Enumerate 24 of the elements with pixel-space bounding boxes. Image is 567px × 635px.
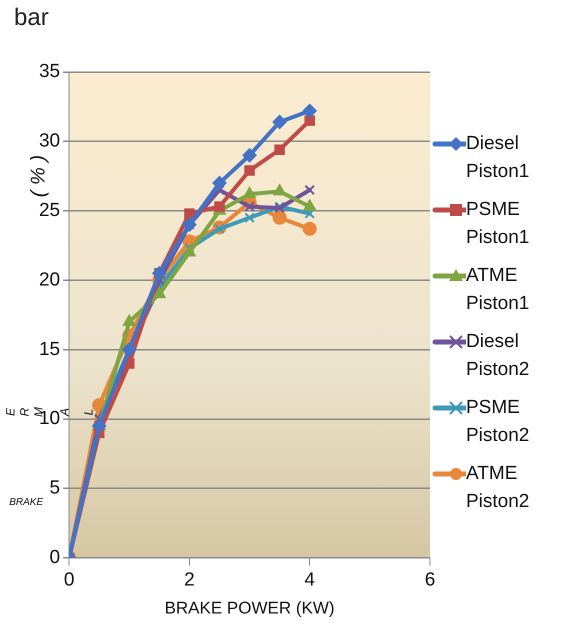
y-tick-label: 0 bbox=[50, 547, 60, 568]
y-tick-label: 35 bbox=[38, 61, 60, 82]
x-tick-label: 6 bbox=[424, 569, 436, 590]
legend-label: PSME Piston2 bbox=[466, 396, 530, 448]
legend-label: ATME Piston1 bbox=[466, 264, 530, 316]
x-axis-title: BRAKE POWER (KW) bbox=[164, 598, 335, 618]
legend-label: Diesel Piston1 bbox=[466, 132, 530, 184]
text: R bbox=[17, 407, 32, 416]
y-tick-label: 5 bbox=[50, 478, 60, 499]
y-tick-label: 25 bbox=[38, 200, 60, 222]
chart-title: bar bbox=[14, 4, 49, 32]
y-tick-label: 20 bbox=[38, 269, 60, 290]
y-tick-label: 30 bbox=[38, 130, 60, 152]
legend-label: PSME Piston1 bbox=[466, 198, 530, 250]
text: E bbox=[3, 407, 18, 416]
annotation: L bbox=[81, 408, 96, 416]
text: ( % ) bbox=[28, 154, 50, 198]
y-tick-label: 15 bbox=[38, 338, 60, 360]
x-tick-label: 2 bbox=[184, 569, 195, 590]
legend-label: Diesel Piston2 bbox=[466, 330, 530, 382]
text: BRAKE bbox=[9, 497, 44, 508]
x-tick-label: 0 bbox=[64, 569, 74, 590]
x-tick-label: 4 bbox=[304, 569, 316, 590]
legend-label: ATME Piston2 bbox=[466, 462, 530, 514]
